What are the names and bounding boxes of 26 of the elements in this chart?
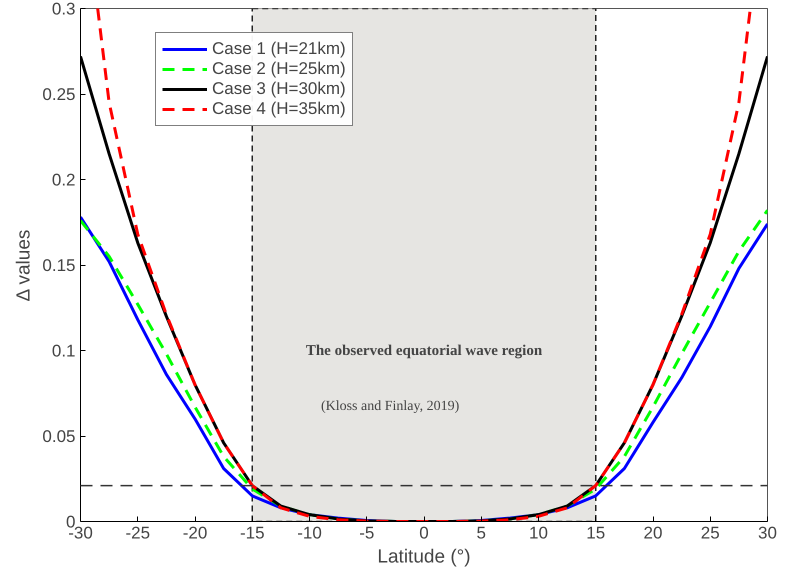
x-tick-label: 10: [529, 524, 548, 542]
y-tick-label: 0.25: [42, 85, 76, 104]
x-tick-label: 15: [586, 524, 606, 542]
y-tick-label: 0.15: [42, 256, 76, 275]
x-tick-label: 0: [419, 524, 429, 542]
legend-label: Case 4 (H=35km): [212, 99, 346, 119]
y-tick-label: 0.2: [52, 170, 76, 190]
x-tick-label: 30: [758, 524, 777, 542]
y-tick-label: 0.05: [42, 427, 76, 446]
annotation: The observed equatorial wave region: [306, 343, 543, 360]
x-tick-label: -10: [297, 524, 322, 542]
legend-label: Case 1 (H=21km): [212, 39, 346, 59]
x-tick-label: -5: [359, 524, 374, 542]
y-tick-label: 0.1: [52, 342, 76, 360]
x-axis-title: Latitude (°): [377, 546, 471, 568]
legend-label: Case 3 (H=30km): [212, 79, 346, 99]
x-tick-label: 20: [644, 524, 662, 542]
x-tick-label: 25: [700, 524, 720, 542]
x-tick-label: -25: [125, 524, 150, 542]
x-tick-label: 5: [476, 524, 486, 542]
x-tick-label: -20: [182, 524, 208, 542]
y-axis-title: Δ values: [13, 230, 34, 302]
legend-label: Case 2 (H=25km): [212, 59, 346, 79]
annotation: (Kloss and Finlay, 2019): [320, 398, 460, 414]
x-tick-label: -15: [240, 524, 265, 542]
y-tick-label: 0.3: [52, 0, 76, 18]
